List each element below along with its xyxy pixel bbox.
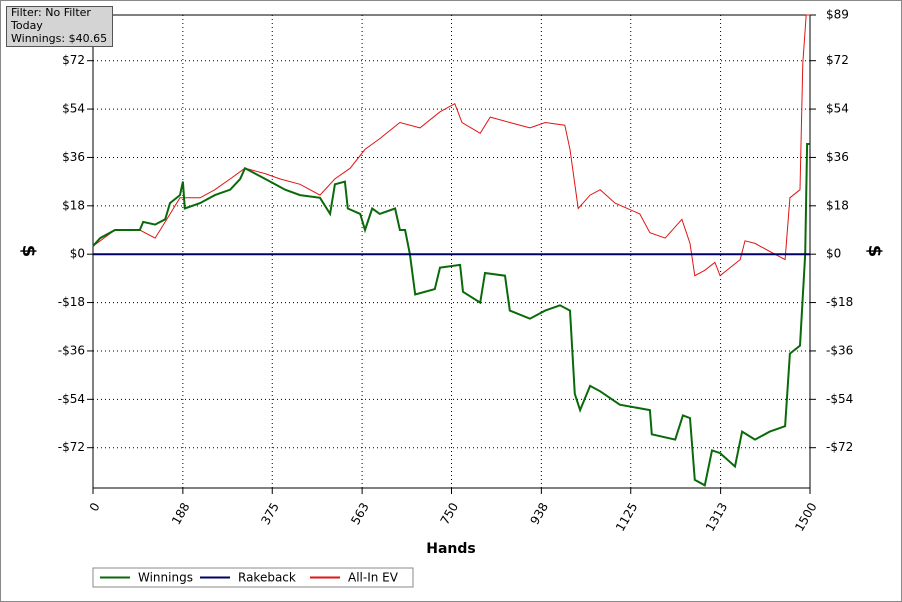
y2-tick-label: $54 xyxy=(826,102,849,116)
y-tick-label: $72 xyxy=(62,53,85,67)
info-line: Winnings: $40.65 xyxy=(11,32,107,45)
y-tick-label: $0 xyxy=(70,247,85,261)
info-line: Today xyxy=(10,19,43,32)
y-tick-label: $36 xyxy=(62,150,85,164)
y2-tick-label: -$18 xyxy=(826,295,853,309)
legend-label: All-In EV xyxy=(348,571,399,585)
y-tick-label: -$54 xyxy=(58,392,85,406)
series-line xyxy=(92,143,810,487)
legend xyxy=(92,567,414,588)
y2-tick-label: $18 xyxy=(826,198,849,212)
y2-tick-label: -$54 xyxy=(826,392,853,406)
y-axis-label: $ xyxy=(18,245,39,258)
y2-tick-label: -$72 xyxy=(826,440,853,454)
y2-tick-label: $0 xyxy=(826,247,841,261)
y2-tick-label: -$36 xyxy=(826,343,853,357)
y-tick-label: $54 xyxy=(62,102,85,116)
y-tick-label: $18 xyxy=(62,198,85,212)
legend-label: Winnings xyxy=(138,571,193,585)
legend-items: Winnings Rakeback All-In EV xyxy=(100,571,399,585)
y2-tick-label: $72 xyxy=(826,53,849,67)
x-axis-label: Hands xyxy=(426,541,476,557)
y2-tick-label: $36 xyxy=(826,150,849,164)
info-box xyxy=(6,6,113,47)
plot-area xyxy=(92,14,811,488)
y2-tick-label: $89 xyxy=(826,8,849,22)
legend-label: Rakeback xyxy=(238,571,296,585)
y-tick-label: -$18 xyxy=(58,295,85,309)
y-tick-label: -$72 xyxy=(58,440,85,454)
y2-axis-label: $ xyxy=(864,245,885,258)
info-line: Filter: No Filter xyxy=(11,6,91,19)
y-tick-label: -$36 xyxy=(58,343,85,357)
